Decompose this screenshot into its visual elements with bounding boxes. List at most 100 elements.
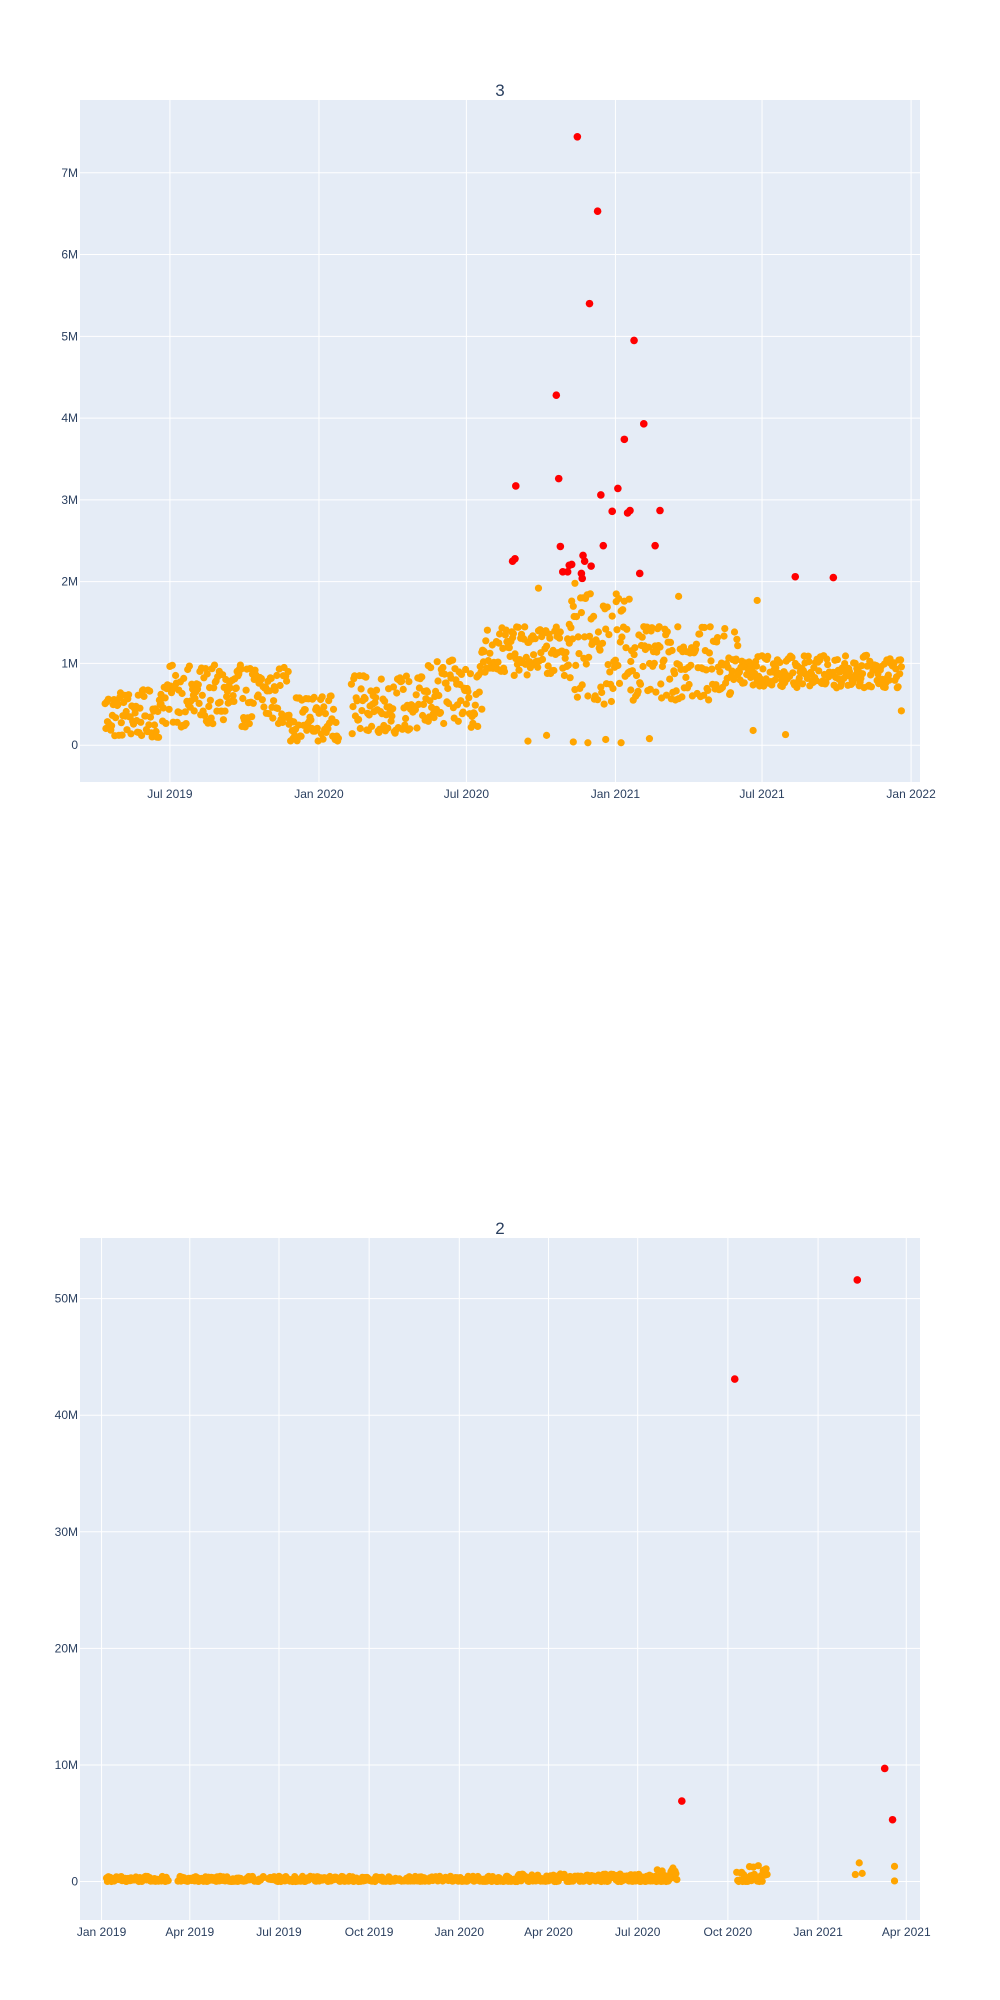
data-point <box>146 687 154 695</box>
outlier-point <box>620 435 629 444</box>
outlier-point <box>552 391 561 400</box>
data-point <box>483 626 491 634</box>
data-point <box>721 625 729 633</box>
outlier-point <box>888 1815 897 1824</box>
data-point <box>348 730 356 738</box>
data-point <box>389 683 398 691</box>
data-point <box>509 629 517 638</box>
data-point <box>666 638 675 647</box>
data-point <box>284 668 292 676</box>
data-point <box>606 668 614 676</box>
x-tick-label: Apr 2019 <box>165 1925 214 1939</box>
x-tick-label: Jan 2021 <box>591 787 641 801</box>
data-point <box>555 634 564 642</box>
data-point <box>628 667 637 675</box>
data-point <box>475 688 483 696</box>
data-point <box>145 721 153 729</box>
data-point <box>696 630 704 638</box>
data-point <box>440 670 449 678</box>
data-point <box>172 671 180 680</box>
data-point <box>434 677 442 685</box>
data-point <box>436 708 445 717</box>
data-point <box>178 689 186 698</box>
data-point <box>561 654 569 662</box>
y-tick-label: 7M <box>61 166 78 180</box>
data-point <box>534 584 543 592</box>
data-point <box>675 592 683 600</box>
data-point <box>666 675 674 683</box>
data-point <box>465 694 473 702</box>
data-point <box>191 694 199 703</box>
data-point <box>185 662 193 670</box>
data-point <box>841 652 850 660</box>
data-point <box>495 639 503 647</box>
data-point <box>108 722 116 730</box>
data-point <box>274 704 282 713</box>
data-point <box>384 724 392 732</box>
data-point <box>273 671 281 680</box>
data-point <box>329 705 338 713</box>
data-point <box>269 714 277 722</box>
data-point <box>663 628 671 636</box>
data-point <box>462 665 470 674</box>
data-point <box>851 1870 859 1879</box>
data-point <box>457 697 465 705</box>
data-point <box>858 662 866 670</box>
data-point <box>603 603 611 611</box>
data-point <box>594 628 603 636</box>
data-point <box>892 665 900 673</box>
data-point <box>368 722 376 731</box>
data-point <box>433 658 441 666</box>
data-point <box>362 673 370 681</box>
data-point <box>556 628 564 636</box>
data-point <box>619 606 627 614</box>
data-point <box>118 731 126 739</box>
data-point <box>822 678 830 687</box>
data-point <box>749 726 757 735</box>
data-point <box>655 623 663 631</box>
data-point <box>402 714 410 723</box>
data-point <box>885 676 893 684</box>
data-point <box>771 676 779 684</box>
data-point <box>623 625 631 633</box>
data-point <box>608 612 616 620</box>
data-point <box>482 637 490 645</box>
data-point <box>237 665 245 673</box>
data-point <box>260 703 268 711</box>
data-point <box>762 1865 770 1873</box>
data-point <box>313 724 321 732</box>
data-point <box>462 700 470 708</box>
data-point <box>707 657 715 665</box>
data-point <box>753 596 761 605</box>
data-point <box>393 689 401 697</box>
data-point <box>726 689 735 697</box>
data-point <box>372 686 381 694</box>
data-point <box>650 659 658 667</box>
data-point <box>609 684 617 693</box>
data-point <box>159 704 167 712</box>
data-point <box>137 718 145 726</box>
data-point <box>402 672 410 680</box>
data-point <box>349 703 357 711</box>
x-tick-label: Jul 2020 <box>444 787 490 801</box>
y-tick-label: 6M <box>61 248 78 262</box>
data-point <box>632 671 641 680</box>
data-point <box>713 634 722 642</box>
data-point <box>542 731 551 739</box>
data-point <box>897 707 905 715</box>
data-point <box>154 707 162 716</box>
data-point <box>411 706 419 714</box>
outlier-point <box>556 542 565 551</box>
data-point <box>271 686 279 694</box>
data-point <box>152 727 160 736</box>
outlier-point <box>630 336 638 345</box>
data-point <box>682 673 690 682</box>
data-point <box>584 739 592 747</box>
data-point <box>180 674 188 683</box>
data-point <box>730 628 739 636</box>
data-point <box>656 643 664 651</box>
data-point <box>445 699 453 708</box>
data-point <box>530 651 538 659</box>
outlier-point <box>791 572 800 581</box>
data-point <box>173 718 181 726</box>
